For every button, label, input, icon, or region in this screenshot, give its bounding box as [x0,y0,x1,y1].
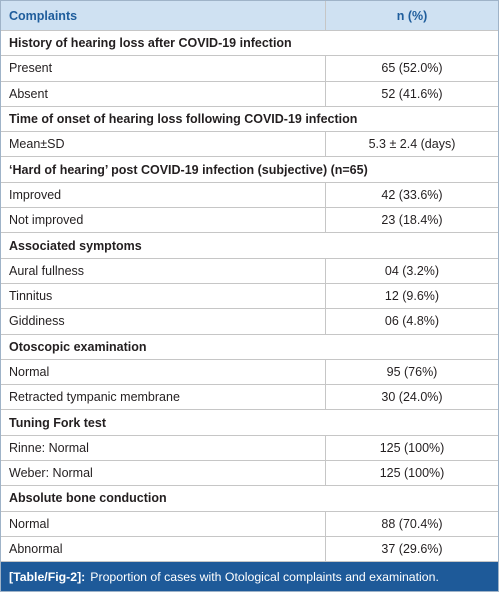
data-row: Aural fullness 04 (3.2%) [1,258,498,284]
data-row: Improved 42 (33.6%) [1,182,498,209]
header-cell: Complaints [1,1,326,30]
value-cell: 5.3 ± 2.4 (days) [368,137,456,152]
label-cell: Mean±SD [1,132,326,157]
data-row: Rinne: Normal 125 (100%) [1,435,498,462]
caption-text: Proportion of cases with Otological comp… [90,569,439,584]
data-row: Normal 95 (76%) [1,359,498,386]
data-row: Retracted tympanic membrane 30 (24.0%) [1,385,498,411]
section-title: History of hearing loss after COVID-19 i… [1,31,498,57]
value-cell: 37 (29.6%) [381,542,443,557]
value-cell: 125 (100%) [379,466,445,481]
value-cell: 23 (18.4%) [381,213,443,228]
label-cell: Tinnitus [1,283,326,309]
section-title: Absolute bone conduction [1,486,498,512]
value-cell: 52 (41.6%) [381,86,443,101]
label-cell: Improved [1,182,326,208]
caption: [Table/Fig-2]: Proportion of cases with O… [1,562,498,592]
data-row: Not improved 23 (18.4%) [1,208,498,234]
data-row: Giddiness 06 (4.8%) [1,309,498,335]
data-row: Present 65 (52.0%) [1,56,498,82]
data-row: Absent 52 (41.6%) [1,81,498,107]
label-cell: Rinne: Normal [1,435,326,461]
label-cell: Absent [1,81,326,106]
label-cell: Not improved [1,208,326,233]
label-cell: Normal [1,511,326,536]
value-cell: 95 (76%) [386,365,438,379]
data-row: Abnormal 37 (29.6%) [1,536,498,563]
label-cell: Giddiness [1,309,326,334]
value-cell: 06 (4.8%) [384,314,440,329]
header-row: Complaints n (%) [1,1,498,31]
data-row: Mean±SD 5.3 ± 2.4 (days) [1,132,498,158]
value-cell: 04 (3.2%) [384,263,440,278]
label-cell: Normal [1,359,326,385]
data-row: Normal 88 (70.4%) [1,511,498,537]
value-cell: 65 (52.0%) [381,61,443,76]
value-cell: 42 (33.6%) [381,187,443,202]
header-cell: n (%) [396,8,428,23]
value-cell: 88 (70.4%) [381,516,443,531]
label-cell: Weber: Normal [1,461,326,486]
label-cell: Present [1,56,326,81]
caption-label: [Table/Fig-2]: [9,569,86,584]
section-title: Tuning Fork test [1,410,498,436]
data-row: Tinnitus 12 (9.6%) [1,283,498,310]
value-cell: 30 (24.0%) [381,390,443,405]
section-title: Associated symptoms [1,233,498,259]
data-row: Weber: Normal 125 (100%) [1,461,498,487]
section-title: Time of onset of hearing loss following … [1,107,498,133]
section-title: ‘Hard of hearing’ post COVID-19 infectio… [1,157,498,183]
value-cell: 125 (100%) [379,440,445,455]
label-cell: Retracted tympanic membrane [1,385,326,410]
section-title: Otoscopic examination [1,335,498,360]
label-cell: Abnormal [1,536,326,562]
label-cell: Aural fullness [1,258,326,283]
value-cell: 12 (9.6%) [384,289,440,304]
